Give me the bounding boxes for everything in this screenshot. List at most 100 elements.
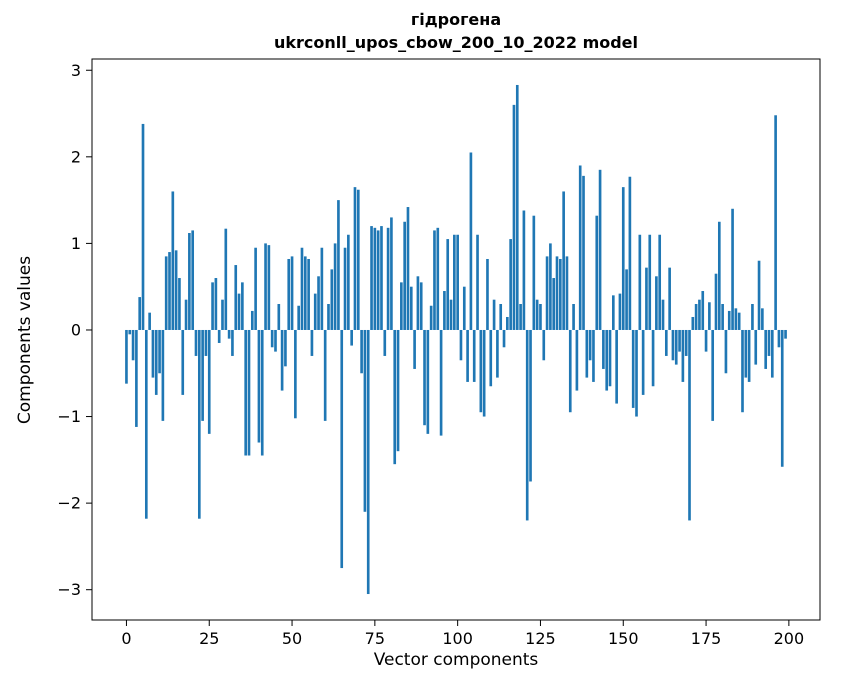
plot-bar — [241, 282, 244, 330]
plot-bar — [780, 329, 784, 467]
plot-bar — [575, 329, 579, 391]
plot-bar — [747, 329, 751, 382]
plot-bar — [294, 329, 297, 419]
plot-bar — [602, 329, 605, 369]
plot-bar — [151, 329, 155, 378]
plot-bar — [237, 293, 241, 330]
plot-bar — [552, 278, 556, 330]
plot-bar — [307, 258, 310, 330]
plot-bar — [247, 329, 251, 456]
y-tick-label: −3 — [57, 580, 81, 599]
plot-bar — [244, 329, 248, 456]
x-tick-label: 175 — [691, 629, 722, 648]
plot-bar — [360, 329, 363, 374]
x-tick-label: 50 — [282, 629, 302, 648]
plot-bar — [456, 234, 459, 330]
plot-bar — [178, 278, 181, 330]
plot-bar — [260, 329, 264, 456]
x-tick-label: 75 — [365, 629, 385, 648]
plot-bar — [476, 234, 479, 330]
plot-bar — [347, 234, 350, 330]
plot-bar — [380, 226, 383, 330]
plot-bar — [207, 329, 211, 434]
plot-bar — [141, 123, 145, 330]
plot-bar — [711, 329, 715, 421]
plot-bar — [453, 234, 456, 330]
y-tick-label: 0 — [71, 320, 81, 339]
plot-bar — [436, 227, 440, 330]
plot-bar — [174, 250, 178, 330]
plot-bar — [595, 215, 599, 330]
plot-bar — [337, 200, 340, 330]
plot-bar — [486, 258, 489, 330]
plot-bar — [416, 276, 420, 330]
plot-bar — [522, 210, 526, 330]
plot-bar — [784, 329, 787, 339]
plot-bar — [688, 329, 691, 521]
plot-bar — [678, 329, 681, 352]
plot-bar — [284, 329, 287, 367]
x-tick-label: 25 — [199, 629, 219, 648]
plot-bar — [585, 329, 589, 378]
plot-bar — [297, 305, 300, 330]
plot-bar — [300, 247, 304, 330]
plot-bar — [343, 247, 347, 330]
plot-bar — [545, 256, 549, 330]
plot-bar — [323, 329, 327, 421]
plot-bar — [502, 329, 506, 348]
plot-bar — [376, 230, 380, 330]
plot-bar — [277, 304, 281, 330]
plot-bar — [164, 256, 168, 330]
plot-bar — [409, 286, 413, 330]
plot-bar — [698, 299, 701, 330]
plot-bar — [635, 329, 638, 417]
plot-bar — [184, 299, 188, 330]
plot-bar — [131, 329, 135, 361]
plot-bar — [313, 293, 317, 330]
plot-bar — [764, 329, 768, 369]
plot-bar — [366, 329, 370, 595]
plot-bar — [744, 329, 748, 378]
plot-bar — [482, 329, 486, 417]
plot-bar — [512, 104, 516, 330]
plot-bar — [148, 312, 151, 330]
plot-bar — [413, 329, 416, 369]
plot-bar — [542, 329, 546, 361]
plot-bar — [390, 217, 393, 330]
plot-bar — [598, 169, 602, 330]
plot-bar — [529, 329, 532, 482]
plot-bar — [535, 299, 539, 330]
plot-bar — [333, 243, 337, 330]
plot-bar — [612, 295, 615, 330]
plot-bar — [664, 329, 668, 356]
plot-bar — [469, 152, 473, 330]
plot-bar — [568, 329, 572, 413]
plot-bar — [221, 299, 224, 330]
plot-bar — [618, 293, 622, 330]
plot-bar — [555, 256, 559, 330]
plot-bar — [615, 329, 618, 404]
plot-bar — [674, 329, 678, 365]
plot-bar — [188, 233, 191, 330]
plot-bar — [161, 329, 165, 421]
plot-bar — [701, 291, 705, 330]
plot-bar — [373, 227, 377, 330]
plot-bar — [403, 221, 406, 330]
plot-bar — [330, 269, 334, 330]
plot-bar — [774, 115, 777, 330]
plot-bar — [350, 329, 353, 346]
x-tick-label: 100 — [442, 629, 473, 648]
plot-bar — [668, 267, 671, 330]
y-tick-label: −1 — [57, 407, 81, 426]
plot-bar — [479, 329, 483, 413]
plot-bar — [499, 304, 503, 330]
y-tick-label: −2 — [57, 494, 81, 513]
plot-bar — [592, 329, 595, 382]
plot-bar — [582, 175, 585, 330]
plot-bar — [423, 329, 426, 426]
plot-bar — [608, 329, 612, 387]
plot-bar — [751, 304, 754, 330]
plot-bar — [648, 234, 652, 330]
plot-bar — [661, 299, 665, 330]
